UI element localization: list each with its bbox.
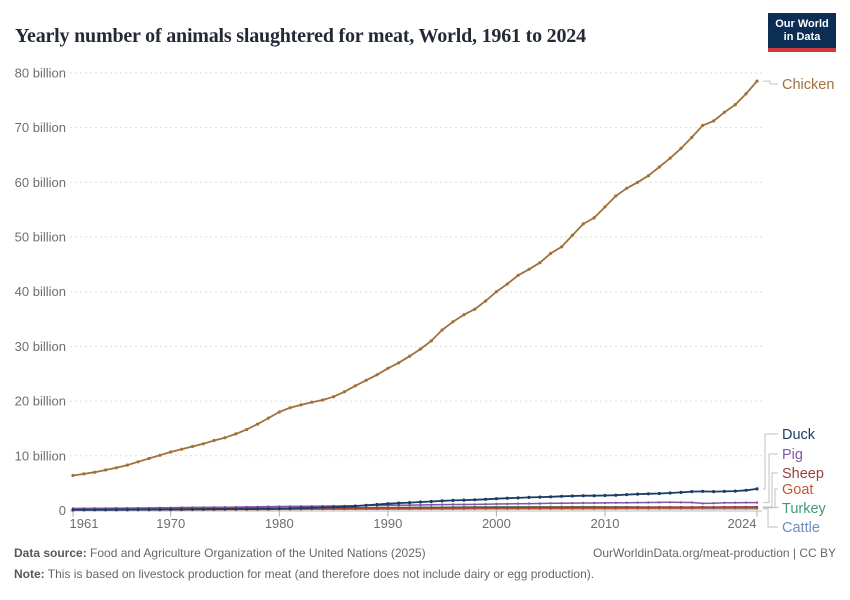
note-label: Note: <box>14 567 45 581</box>
owid-logo-line1: Our World <box>775 17 829 30</box>
y-tick-label: 20 billion <box>15 394 66 409</box>
x-tick-label-2024: 2024 <box>728 516 757 531</box>
legend-connector-sheep <box>763 472 778 508</box>
series-points-duck <box>71 487 759 512</box>
legend-connector-cattle <box>763 508 778 528</box>
data-source-text: Food and Agriculture Organization of the… <box>90 546 426 560</box>
x-tick-label-2000: 2000 <box>482 516 511 531</box>
y-tick-label: 10 billion <box>15 448 66 463</box>
owid-logo[interactable]: Our World in Data <box>768 13 836 52</box>
y-tick-label: 70 billion <box>15 120 66 135</box>
y-tick-label: 0 <box>59 503 66 518</box>
legend-label-duck[interactable]: Duck <box>782 427 816 443</box>
legend-label-goat[interactable]: Goat <box>782 482 813 498</box>
x-tick-label-1990: 1990 <box>373 516 402 531</box>
series-line-chicken[interactable] <box>72 80 758 477</box>
data-source-label: Data source: <box>14 546 87 560</box>
x-tick-label-2010: 2010 <box>591 516 620 531</box>
series-line-duck[interactable] <box>72 488 758 511</box>
y-tick-label: 40 billion <box>15 284 66 299</box>
chart-footer: Data source: Food and Agriculture Organi… <box>14 546 836 581</box>
y-tick-label: 60 billion <box>15 175 66 190</box>
legend-label-turkey[interactable]: Turkey <box>782 501 827 517</box>
series-points-chicken <box>71 79 759 478</box>
legend-connector-duck <box>763 433 778 490</box>
series-line-pig[interactable] <box>73 501 757 510</box>
legend-connector-pig <box>763 453 778 504</box>
legend-label-pig[interactable]: Pig <box>782 447 803 463</box>
chart-note: Note: This is based on livestock product… <box>14 567 836 581</box>
legend-label-cattle[interactable]: Cattle <box>782 520 820 536</box>
legend-label-chicken[interactable]: Chicken <box>782 77 834 93</box>
citation-link[interactable]: OurWorldinData.org/meat-production | CC … <box>593 546 836 560</box>
data-source: Data source: Food and Agriculture Organi… <box>14 546 426 560</box>
x-tick-label-1970: 1970 <box>156 516 185 531</box>
note-text: This is based on livestock production fo… <box>47 567 595 581</box>
legend-connector-goat <box>763 488 778 509</box>
y-tick-label: 30 billion <box>15 339 66 354</box>
x-tick-label-1961: 1961 <box>70 516 99 531</box>
legend-connector-turkey <box>763 507 779 508</box>
x-tick-label-1980: 1980 <box>265 516 294 531</box>
series-line-sheep[interactable] <box>73 506 757 510</box>
y-tick-label: 50 billion <box>15 230 66 245</box>
owid-logo-line2: in Data <box>783 30 821 43</box>
legend-label-sheep[interactable]: Sheep <box>782 466 824 482</box>
y-tick-label: 80 billion <box>15 65 66 80</box>
legend-connector-chicken <box>763 80 778 85</box>
chart-title: Yearly number of animals slaughtered for… <box>15 25 586 48</box>
